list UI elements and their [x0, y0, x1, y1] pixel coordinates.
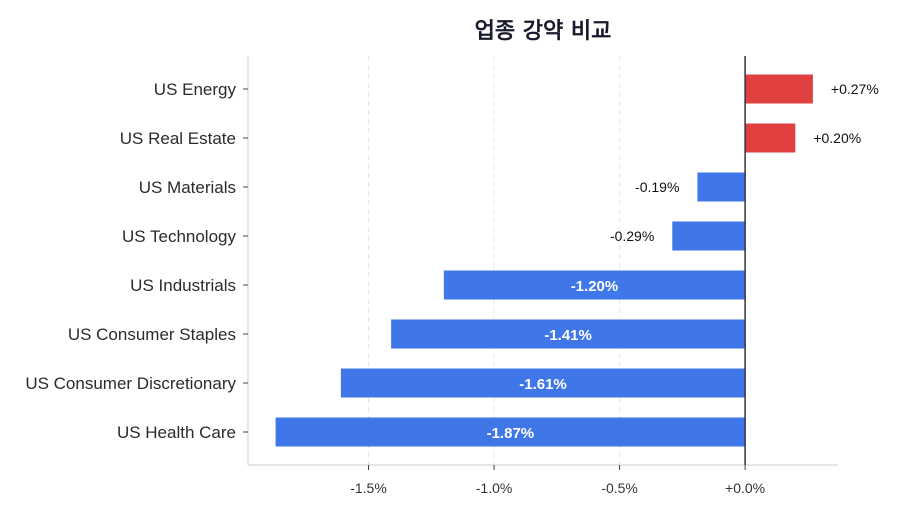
x-tick-label: -0.5% — [601, 480, 638, 496]
value-label: -1.87% — [487, 425, 535, 442]
bar-2 — [745, 123, 796, 153]
chart-title: 업종 강약 비교 — [475, 19, 612, 44]
bar-5 — [443, 270, 746, 300]
category-label: US Industrials — [130, 276, 236, 295]
bar-4 — [672, 221, 746, 251]
bars — [275, 74, 813, 447]
value-label: -0.19% — [635, 179, 679, 195]
value-label: -1.61% — [519, 376, 567, 393]
value-label: +0.20% — [813, 130, 861, 146]
category-label: US Health Care — [117, 423, 236, 442]
labels: US Energy US Real Estate US Materials US Te… — [25, 80, 878, 496]
category-label: US Energy — [154, 80, 237, 99]
axes — [243, 56, 838, 470]
value-label: -1.20% — [571, 278, 619, 295]
x-tick-label: -1.0% — [476, 480, 513, 496]
bar-8 — [275, 417, 746, 447]
value-label: -0.29% — [610, 228, 654, 244]
bar-3 — [697, 172, 746, 202]
bar-1 — [745, 74, 813, 104]
value-label: +0.27% — [831, 81, 879, 97]
category-label: US Technology — [122, 227, 237, 246]
grid-lines — [368, 56, 621, 465]
x-tick-label: +0.0% — [725, 480, 765, 496]
x-tick-label: -1.5% — [350, 480, 387, 496]
category-label: US Consumer Discretionary — [25, 374, 236, 393]
category-label: US Real Estate — [120, 129, 236, 148]
bar-6 — [391, 319, 746, 349]
category-label: US Materials — [139, 178, 236, 197]
value-label: -1.41% — [544, 327, 592, 344]
category-label: US Consumer Staples — [68, 325, 236, 344]
bar-7 — [340, 368, 746, 398]
